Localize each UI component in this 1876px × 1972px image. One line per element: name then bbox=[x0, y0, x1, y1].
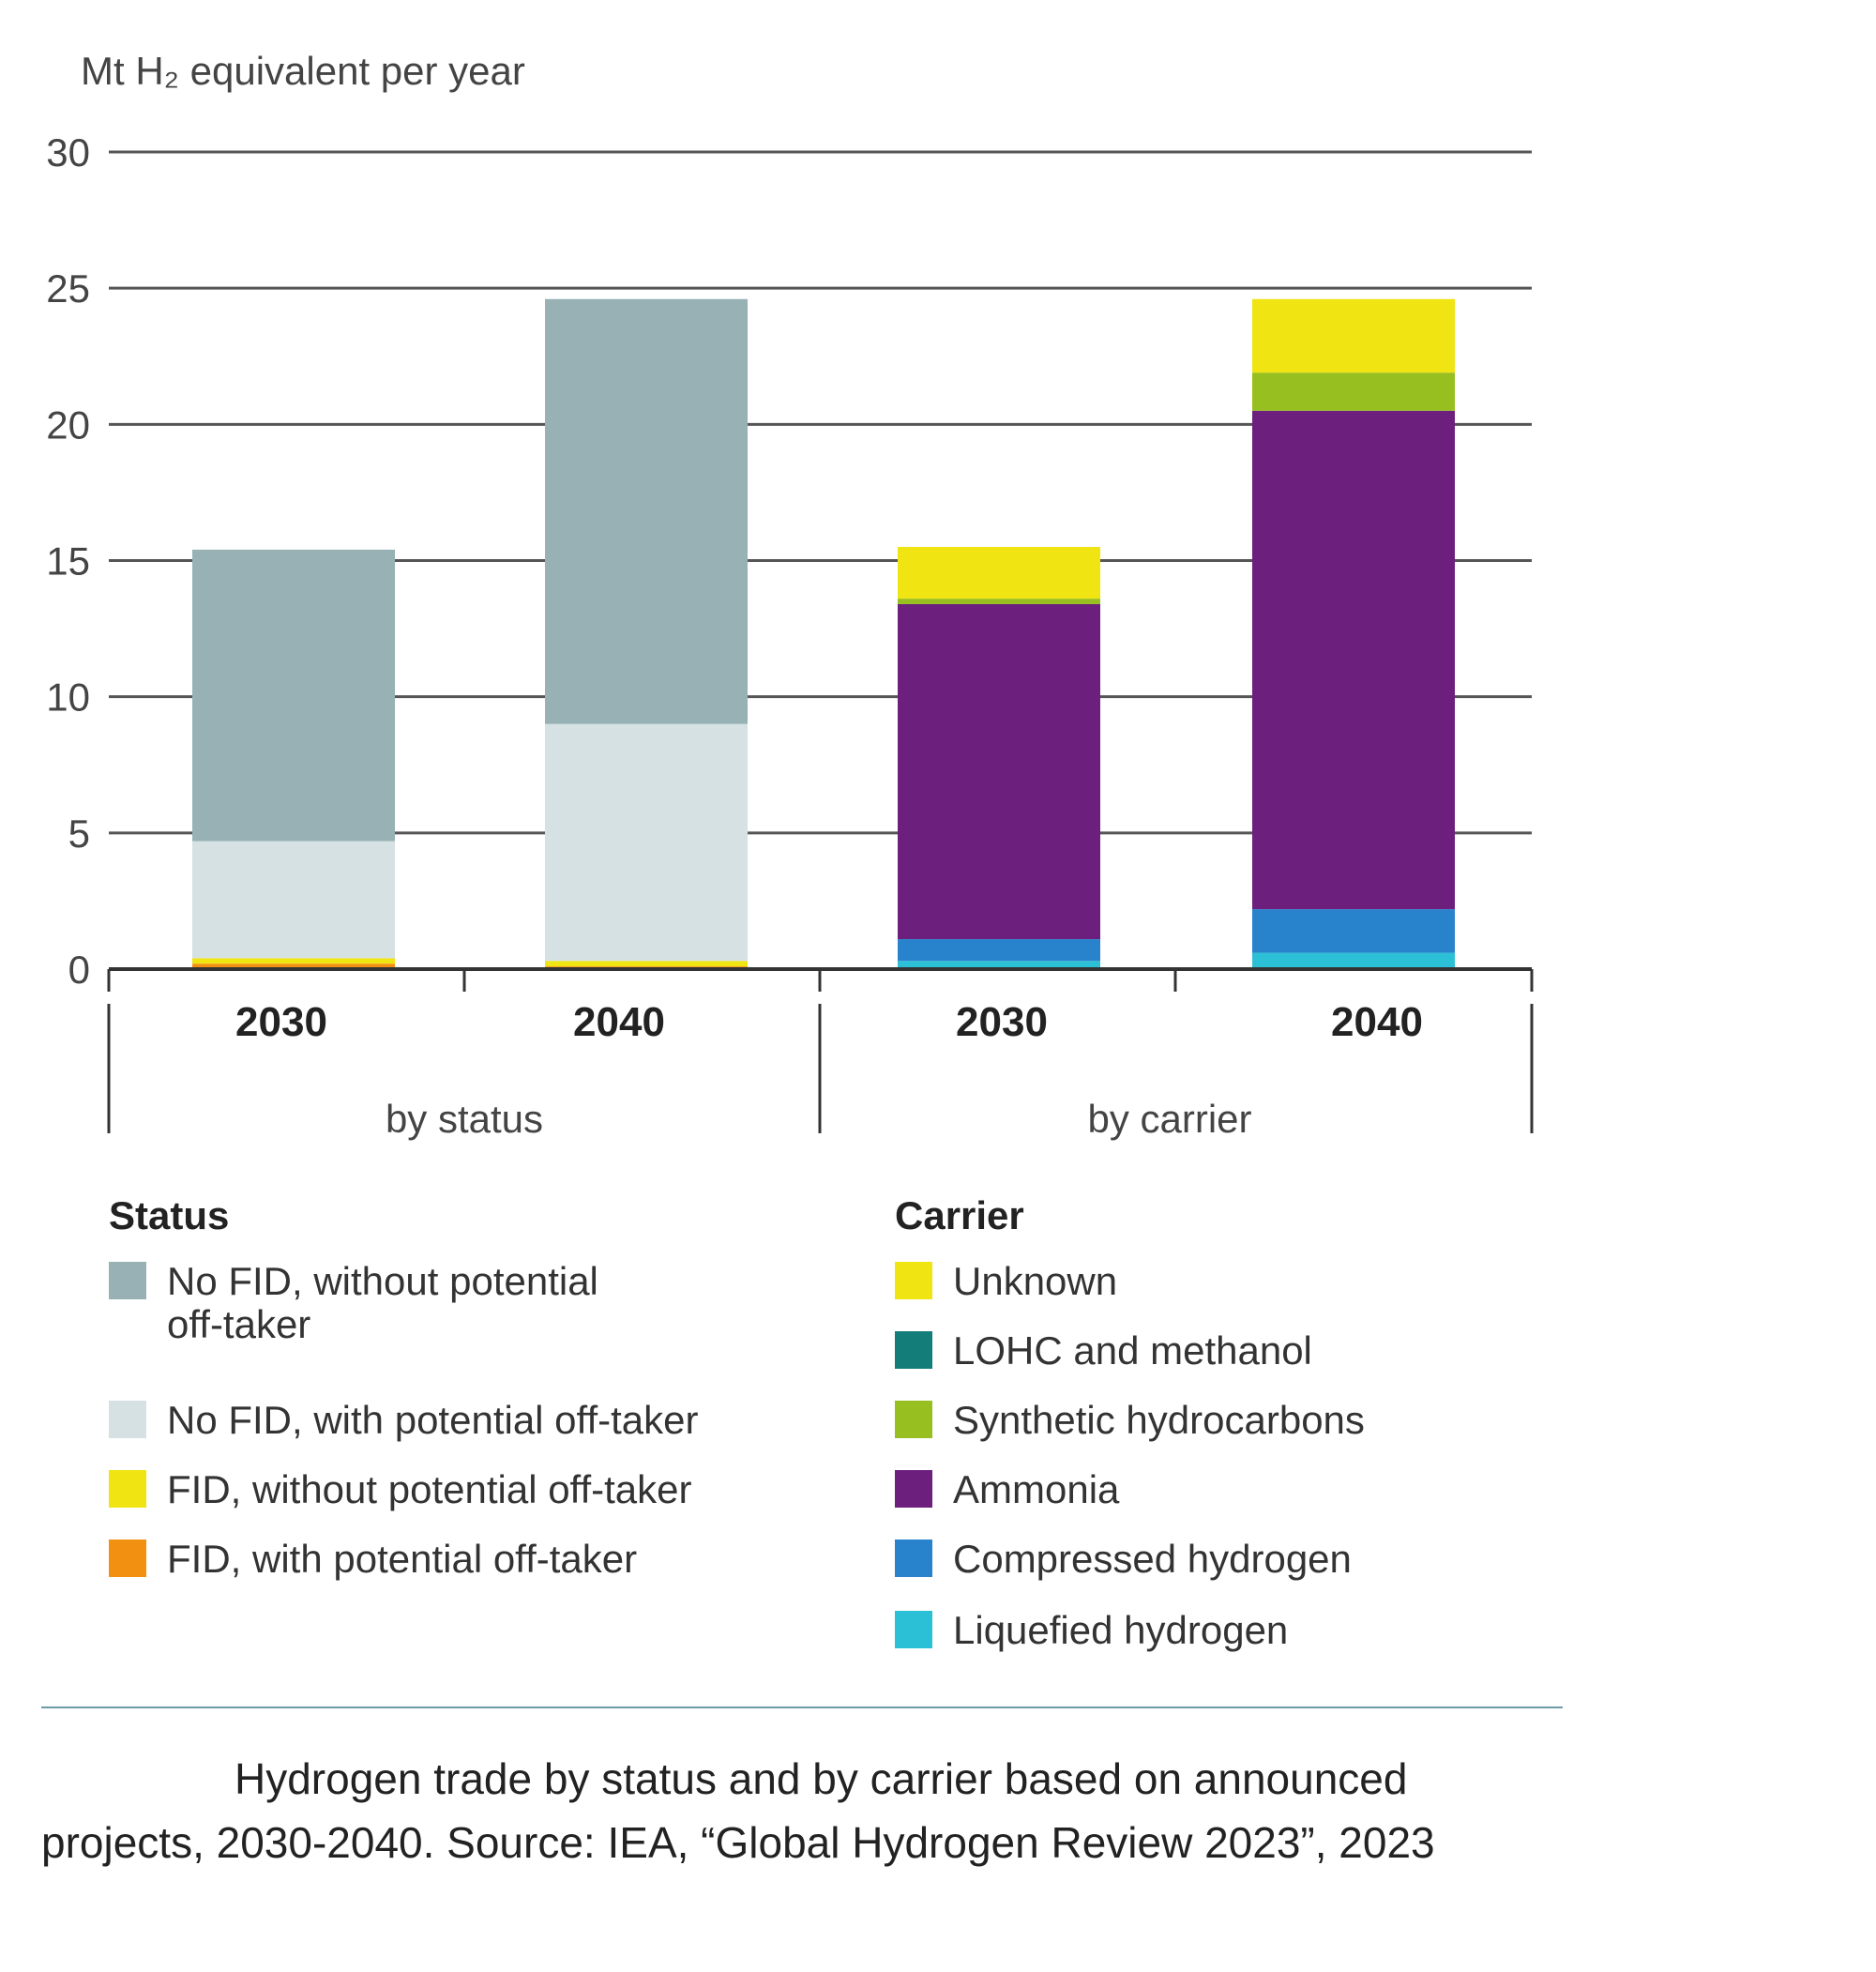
y-tick-label: 20 bbox=[46, 402, 90, 447]
bars bbox=[192, 298, 1455, 969]
legend-swatch bbox=[895, 1401, 932, 1438]
legend-swatch bbox=[895, 1470, 932, 1508]
bar-segment bbox=[898, 939, 1100, 962]
legend-swatch bbox=[109, 1540, 146, 1577]
legend-swatch bbox=[109, 1470, 146, 1508]
legend-swatch bbox=[895, 1540, 932, 1577]
x-category-label: 2040 bbox=[573, 999, 665, 1045]
legend-swatch bbox=[895, 1331, 932, 1369]
x-category-label: 2040 bbox=[1331, 999, 1423, 1045]
legend-entry-label: Unknown bbox=[953, 1259, 1117, 1303]
legend-entry-label: LOHC and methanol bbox=[953, 1328, 1312, 1373]
bar-segment bbox=[192, 549, 395, 842]
y-tick-label: 15 bbox=[46, 539, 90, 584]
legend-entry-label: Compressed hydrogen bbox=[953, 1537, 1352, 1581]
bar-segment bbox=[545, 298, 748, 724]
figure-caption: Hydrogen trade by status and by carrier … bbox=[41, 1754, 1435, 1867]
legend: Status No FID, without potentialoff-taker… bbox=[109, 1193, 1365, 1652]
legend-swatch bbox=[109, 1262, 146, 1299]
y-tick-label: 5 bbox=[68, 812, 90, 856]
y-tick-label: 30 bbox=[46, 130, 90, 174]
y-tick-label: 25 bbox=[46, 266, 90, 311]
legend-entry-label: FID, with potential off-taker bbox=[167, 1537, 637, 1581]
legend-swatch bbox=[109, 1401, 146, 1438]
legend-swatch bbox=[895, 1611, 932, 1648]
bar-segment bbox=[1252, 952, 1455, 969]
y-tick-label: 10 bbox=[46, 675, 90, 720]
x-group-label: by carrier bbox=[1087, 1097, 1251, 1141]
y-axis-tick-labels: 0 5 10 15 20 25 30 bbox=[46, 130, 90, 992]
y-tick-label: 0 bbox=[68, 948, 90, 992]
legend-entry-label: FID, without potential off-taker bbox=[167, 1467, 692, 1511]
bar-segment bbox=[1252, 298, 1455, 373]
bar-segment bbox=[1252, 909, 1455, 953]
bar-segment bbox=[898, 603, 1100, 940]
x-category-label: 2030 bbox=[956, 999, 1048, 1045]
legend-entry-label: No FID, with potential off-taker bbox=[167, 1398, 698, 1442]
legend-entry-label: No FID, without potential bbox=[167, 1259, 598, 1303]
legend-entry-label: Synthetic hydrocarbons bbox=[953, 1398, 1365, 1442]
x-category-label: 2030 bbox=[235, 999, 327, 1045]
y-axis-unit-label: Mt H₂ equivalent per year bbox=[81, 49, 525, 93]
status-legend-title: Status bbox=[109, 1193, 229, 1237]
carrier-legend-title: Carrier bbox=[895, 1193, 1024, 1237]
bar-segment bbox=[898, 546, 1100, 599]
bar-segment bbox=[545, 961, 748, 967]
hydrogen-trade-chart: Mt H₂ equivalent per year 0 5 10 15 20 25 30 2… bbox=[41, 49, 1563, 1708]
bar-segment bbox=[1252, 410, 1455, 910]
x-axis: 2030 2040 by status 2030 2040 by carrier bbox=[107, 967, 1534, 1141]
bar-segment bbox=[898, 961, 1100, 969]
bar-segment bbox=[192, 958, 395, 964]
legend-entry-label: Liquefied hydrogen bbox=[953, 1608, 1288, 1652]
bar-segment bbox=[898, 599, 1100, 604]
bar-segment bbox=[192, 841, 395, 959]
bar-segment bbox=[1252, 372, 1455, 411]
bar-segment bbox=[192, 963, 395, 969]
legend-entry-label: Ammonia bbox=[953, 1467, 1120, 1511]
bar-segment bbox=[545, 723, 748, 962]
x-group-label: by status bbox=[386, 1097, 543, 1141]
legend-entry-label: off-taker bbox=[167, 1302, 310, 1346]
legend-swatch bbox=[895, 1262, 932, 1299]
